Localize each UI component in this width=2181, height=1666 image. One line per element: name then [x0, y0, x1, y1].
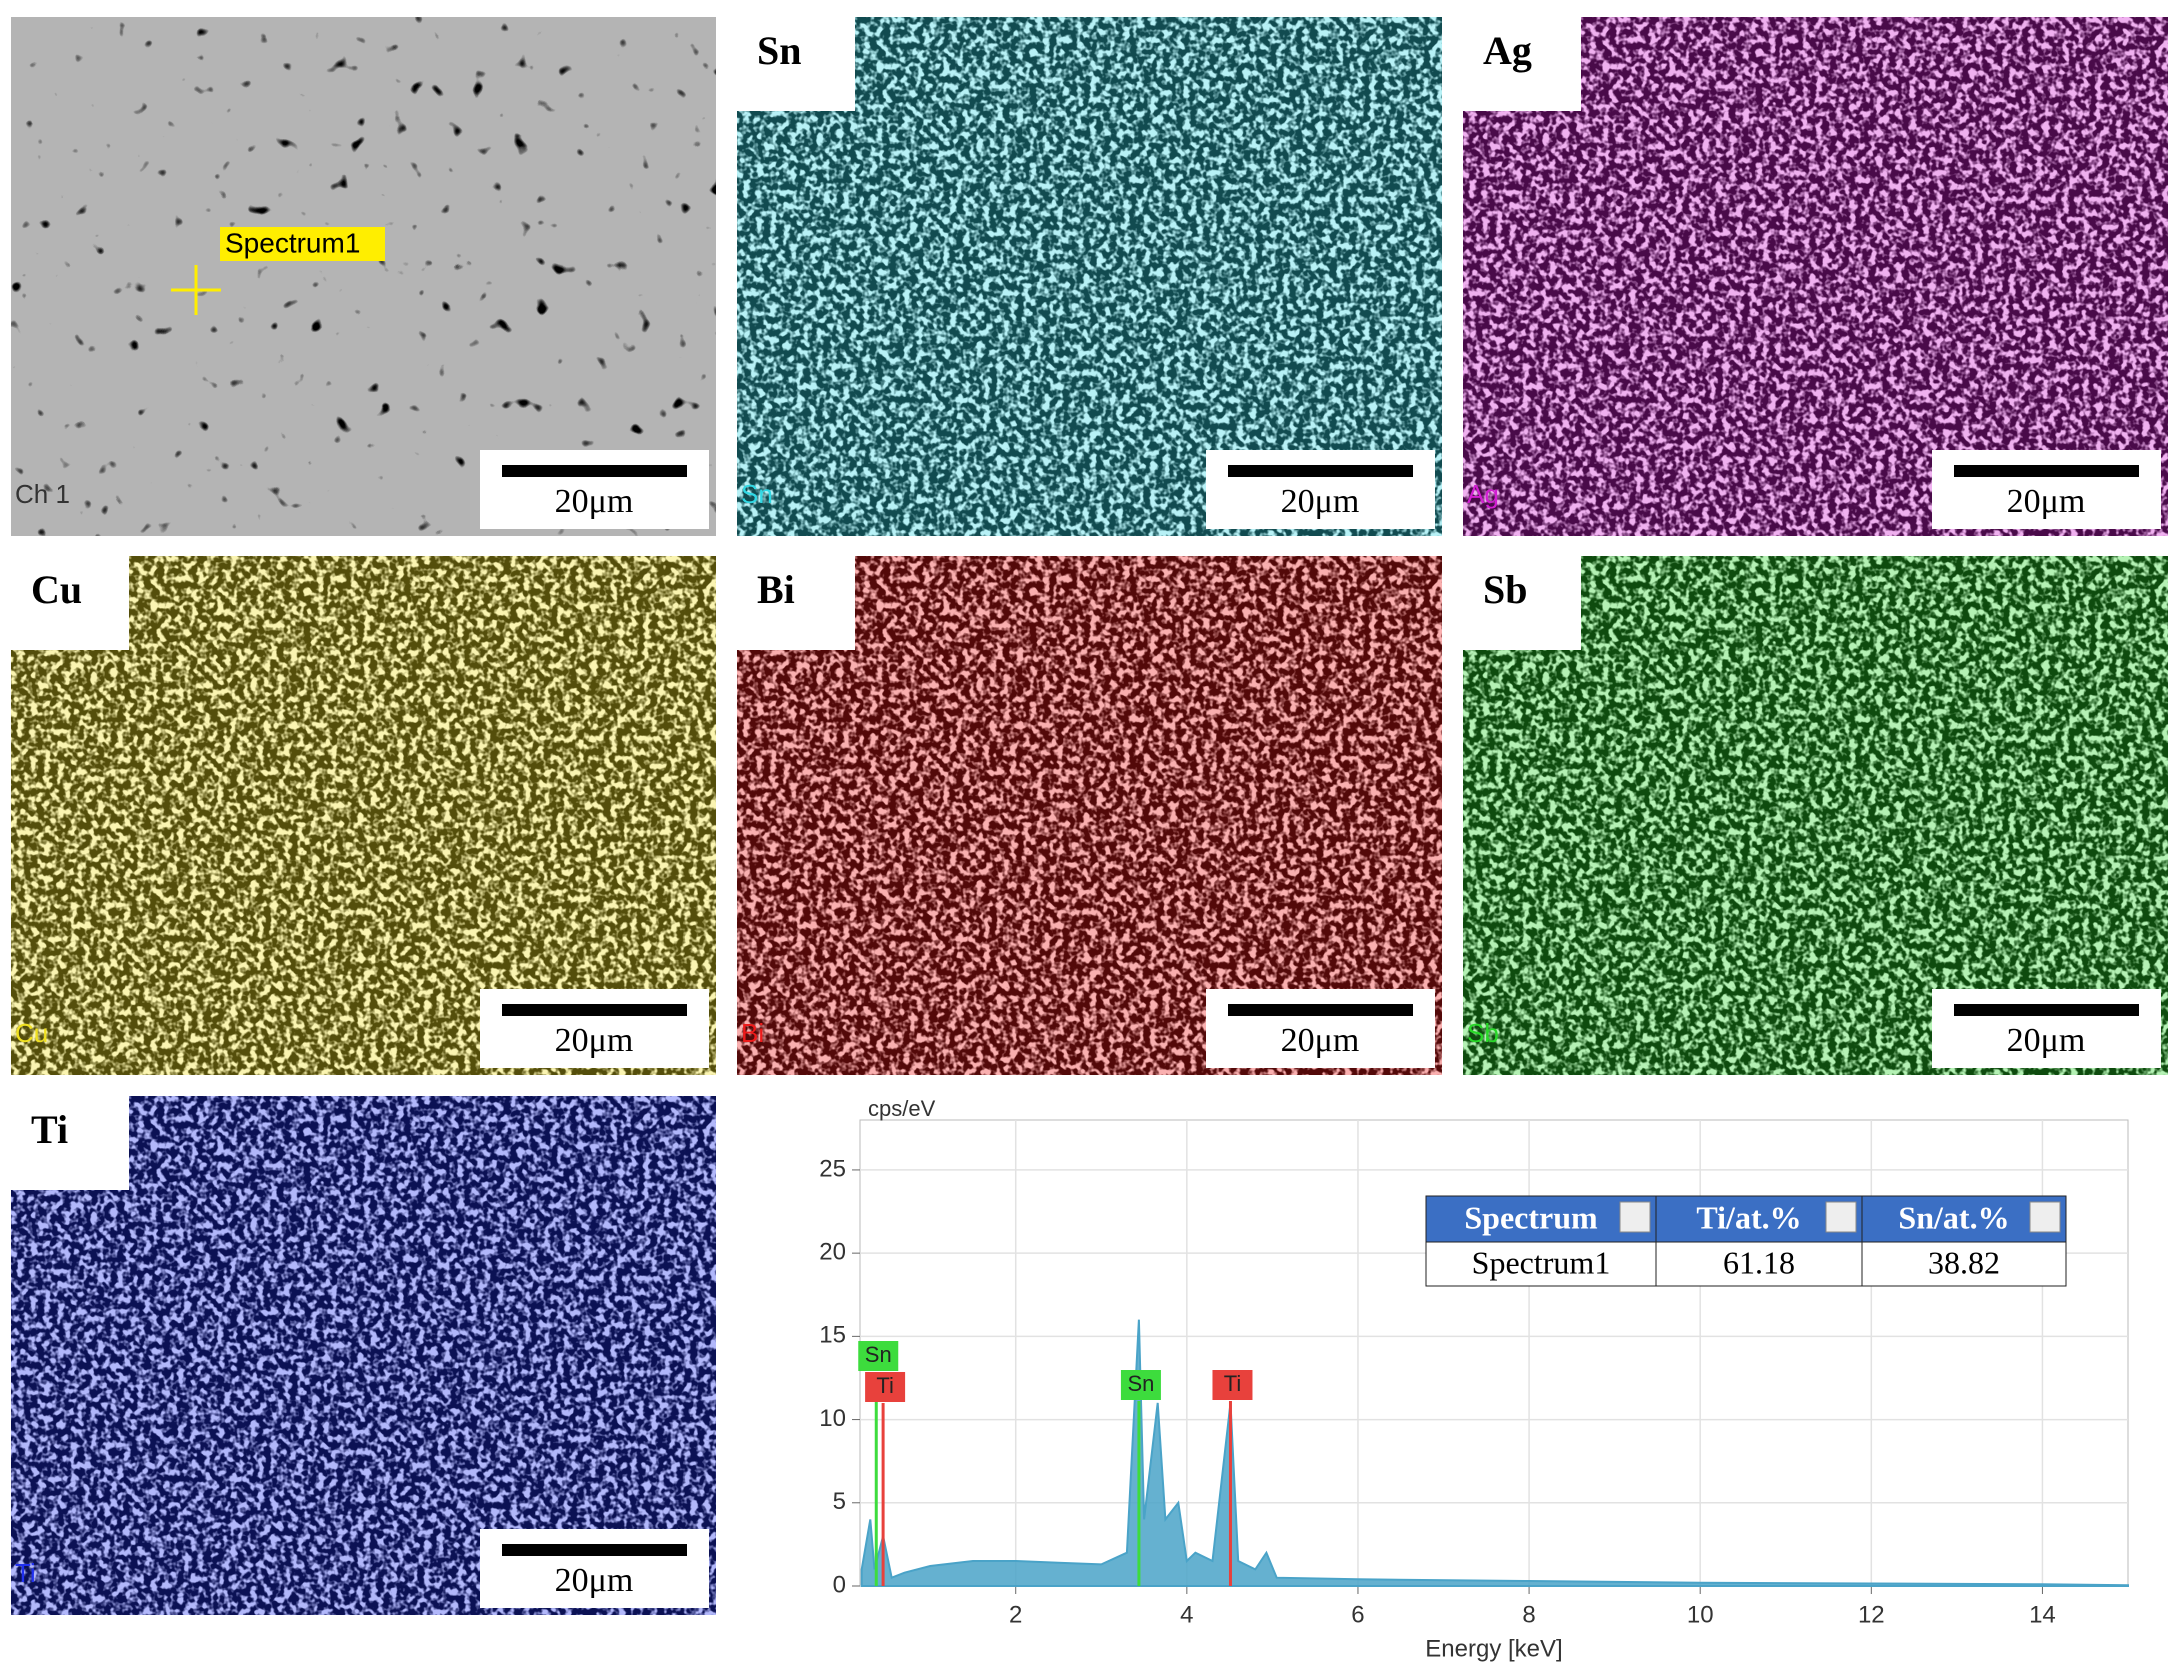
annotation-box — [220, 227, 385, 261]
scale-bar — [502, 465, 687, 477]
map-panel: Sn Sn 20μm — [737, 17, 1442, 536]
map-panel: Ti Ti 20μm — [11, 1096, 716, 1615]
map-panel: Sb Sb 20μm — [1463, 556, 2168, 1075]
table-value: 38.82 — [1928, 1244, 2000, 1280]
corner-label: Bi — [741, 1018, 764, 1048]
scale-bar-label: 20μm — [555, 483, 634, 520]
scale-bar-box — [1206, 450, 1435, 529]
element-label-box — [737, 556, 855, 650]
peak-label-box — [865, 1372, 906, 1402]
y-axis-label: cps/eV — [868, 1096, 936, 1121]
scale-bar-box — [1206, 989, 1435, 1068]
scale-bar-label: 20μm — [555, 1022, 634, 1059]
scale-bar-label: 20μm — [1281, 1022, 1360, 1059]
y-tick-label: 15 — [819, 1322, 846, 1349]
corner-label: Ti — [15, 1558, 36, 1588]
y-tick-label: 10 — [819, 1405, 846, 1432]
element-label: Cu — [31, 567, 82, 612]
x-tick-label: 4 — [1180, 1601, 1193, 1628]
table-header: Sn/at.% — [1898, 1199, 2009, 1235]
element-label: Ag — [1483, 28, 1532, 73]
x-axis-label: Energy [keV] — [1425, 1635, 1562, 1662]
element-label: Sn — [757, 28, 802, 73]
x-tick-label: 10 — [1687, 1601, 1714, 1628]
table-cell — [1861, 1241, 2067, 1287]
peak-label: Sn — [1127, 1371, 1154, 1396]
plot-area — [859, 1119, 2129, 1587]
scale-bar — [502, 1004, 687, 1016]
peak-label: Ti — [876, 1373, 894, 1398]
map-panel: Cu Cu 20μm — [11, 556, 716, 1075]
scale-bar-box — [1932, 989, 2161, 1068]
corner-label: Sn — [741, 479, 773, 509]
element-label-box — [1463, 556, 1581, 650]
element-label-box — [11, 556, 129, 650]
x-tick-label: 8 — [1522, 1601, 1535, 1628]
y-tick-label: 25 — [819, 1155, 846, 1182]
y-tick-label: 5 — [833, 1488, 846, 1515]
element-label: Sb — [1483, 567, 1528, 612]
scale-bar — [1954, 1004, 2139, 1016]
scale-bar — [1228, 1004, 1413, 1016]
dropdown[interactable] — [1825, 1201, 1857, 1233]
peak-label: Sn — [865, 1342, 892, 1367]
scale-bar-label: 20μm — [555, 1562, 634, 1599]
table-value: Spectrum1 — [1472, 1244, 1611, 1280]
corner-label: Cu — [15, 1018, 48, 1048]
x-tick-label: 14 — [2029, 1601, 2056, 1628]
map-panel: Ag Ag 20μm — [1463, 17, 2168, 536]
table-header-cell — [1425, 1195, 1657, 1243]
scale-bar-label: 20μm — [2007, 1022, 2086, 1059]
scale-bar-box — [480, 989, 709, 1068]
element-label: Ti — [31, 1107, 68, 1152]
peak-label-box — [1120, 1370, 1161, 1400]
map-panel: Bi Bi 20μm — [737, 556, 1442, 1075]
table-value: 61.18 — [1723, 1244, 1795, 1280]
y-tick-label: 0 — [833, 1571, 846, 1598]
scale-bar-box — [480, 1529, 709, 1608]
scale-bar-label: 20μm — [2007, 483, 2086, 520]
scale-bar-box — [480, 450, 709, 529]
table-header: Spectrum — [1464, 1199, 1598, 1235]
scale-bar — [1228, 465, 1413, 477]
x-tick-label: 2 — [1009, 1601, 1022, 1628]
element-label-box — [11, 1096, 129, 1190]
corner-label: Ch 1 — [15, 479, 70, 509]
element-label: Bi — [757, 567, 795, 612]
map-panel: Ch 1 20μm Spectrum1 — [11, 17, 716, 536]
pores — [11, 17, 716, 536]
corner-label: Ag — [1467, 479, 1499, 509]
peak-label-box — [858, 1341, 899, 1371]
dropdown[interactable] — [1619, 1201, 1651, 1233]
table-cell — [1425, 1241, 1657, 1287]
element-label-box — [737, 17, 855, 111]
peak-label: Ti — [1224, 1371, 1242, 1396]
scale-bar — [502, 1544, 687, 1556]
peak-label-box — [1212, 1370, 1253, 1400]
x-tick-label: 12 — [1858, 1601, 1885, 1628]
table-cell — [1655, 1241, 1863, 1287]
scale-bar-box — [1932, 450, 2161, 529]
annotation: Spectrum1 — [225, 227, 360, 258]
scale-bar — [1954, 465, 2139, 477]
element-label-box — [1463, 17, 1581, 111]
map-signal — [11, 556, 716, 1075]
y-tick-label: 20 — [819, 1238, 846, 1265]
x-tick-label: 6 — [1351, 1601, 1364, 1628]
dropdown[interactable] — [2029, 1201, 2061, 1233]
corner-label: Sb — [1467, 1018, 1499, 1048]
spectrum — [860, 1319, 2129, 1587]
scale-bar-label: 20μm — [1281, 483, 1360, 520]
table-header: Ti/at.% — [1696, 1199, 1801, 1235]
